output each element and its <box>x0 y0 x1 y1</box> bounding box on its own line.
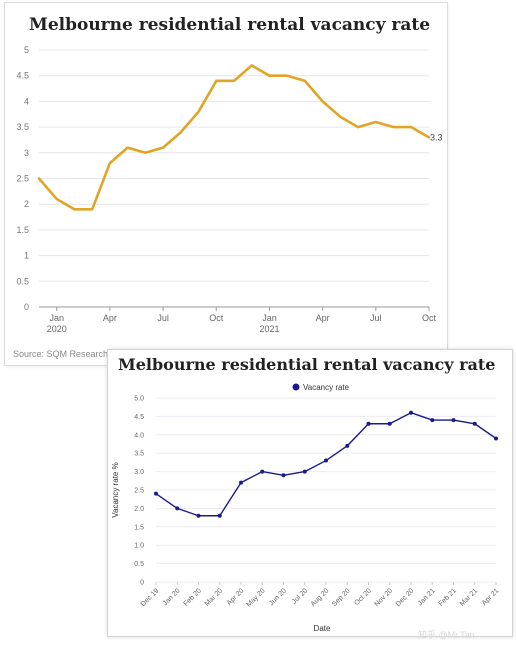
data-point <box>324 458 328 463</box>
x-tick-label: Nov 20 <box>374 587 395 608</box>
x-tick-label: Mar 20 <box>204 587 224 607</box>
x-tick-year-label: 2020 <box>47 324 67 334</box>
y-tick-label: 4.5 <box>134 414 144 421</box>
x-tick-label: Jan 21 <box>417 587 437 607</box>
data-point <box>154 491 158 496</box>
data-point <box>430 418 435 423</box>
x-tick-label: Oct 20 <box>353 587 373 607</box>
chart-card-top: Melbourne residential rental vacancy rat… <box>4 2 448 366</box>
x-tick-label: Mar 21 <box>459 587 479 607</box>
y-tick-label: 2.5 <box>16 174 29 184</box>
x-tick-label: May 20 <box>245 587 266 608</box>
x-tick-label: Jan <box>49 313 64 323</box>
source-note: Source: SQM Research <box>13 349 109 359</box>
data-point <box>345 443 350 448</box>
y-tick-label: 1.5 <box>134 524 144 531</box>
y-tick-label: 4 <box>24 96 29 106</box>
watermark: 知乎 @Mr.Tan <box>418 630 475 640</box>
data-point <box>451 418 456 423</box>
y-tick-label: 0.5 <box>134 561 144 568</box>
data-point <box>409 410 413 415</box>
data-point <box>494 436 498 441</box>
x-tick-label: Jul 20 <box>291 587 309 605</box>
x-tick-label: Sep 20 <box>331 587 352 608</box>
x-tick-label: Jul <box>370 313 382 323</box>
y-tick-label: 0 <box>140 580 144 587</box>
data-point <box>217 513 222 518</box>
y-tick-label: 1.5 <box>16 225 29 235</box>
data-point <box>366 421 371 426</box>
data-point <box>196 513 201 518</box>
y-tick-label: 0 <box>24 302 29 312</box>
x-tick-label: Dec 20 <box>395 587 416 608</box>
x-tick-label: Jan 20 <box>162 587 182 607</box>
chart-title: Melbourne residential rental vacancy rat… <box>29 15 431 35</box>
y-tick-label: 3 <box>24 148 29 158</box>
y-tick-label: 5 <box>24 45 29 55</box>
x-tick-label: Feb 20 <box>183 587 203 607</box>
x-tick-label: Jul <box>157 313 169 323</box>
data-point <box>302 469 307 474</box>
x-tick-label: Aug 20 <box>310 587 331 608</box>
x-axis-label: Date <box>314 624 331 633</box>
y-tick-label: 4.0 <box>134 432 144 439</box>
data-point <box>260 469 265 474</box>
end-value-label: 3.3 <box>430 132 443 142</box>
x-tick-label: Apr 20 <box>226 587 246 607</box>
x-tick-year-label: 2021 <box>259 324 279 334</box>
y-tick-label: 0.5 <box>16 276 29 286</box>
y-tick-label: 4.5 <box>16 71 29 81</box>
series-line-vacancy-rate <box>155 412 497 517</box>
y-tick-label: 1.0 <box>134 543 144 550</box>
y-tick-label: 2 <box>24 199 29 209</box>
x-tick-label: Apr 21 <box>481 587 501 607</box>
x-tick-label: Jan <box>262 313 277 323</box>
y-tick-label: 3.5 <box>134 451 144 458</box>
x-tick-label: Jun 20 <box>268 587 288 607</box>
x-tick-label: Oct <box>422 313 437 323</box>
data-point <box>239 480 243 485</box>
chart-title: Melbourne residential rental vacancy rat… <box>118 355 496 374</box>
y-tick-label: 3.0 <box>134 469 144 476</box>
x-tick-label: Apr <box>103 313 117 323</box>
x-tick-label: Apr <box>316 313 330 323</box>
data-point <box>175 506 180 511</box>
y-tick-label: 2.0 <box>134 506 144 513</box>
data-point <box>281 473 286 478</box>
x-tick-label: Feb 21 <box>438 587 458 607</box>
x-tick-label: Oct <box>209 313 224 323</box>
y-tick-label: 5.0 <box>134 396 144 403</box>
data-point <box>387 421 392 426</box>
data-point <box>472 421 477 426</box>
y-tick-label: 2.5 <box>134 488 144 495</box>
legend-marker <box>292 383 300 391</box>
legend-label: Vacancy rate <box>303 383 350 392</box>
y-tick-label: 1 <box>24 251 29 261</box>
chart-card-bottom: Melbourne residential rental vacancy rat… <box>107 349 513 637</box>
x-tick-label: Dec 19 <box>140 587 161 608</box>
y-tick-label: 3.5 <box>16 122 29 132</box>
y-axis-label: Vacancy rate % <box>111 462 120 517</box>
series-line-vacancy-rate <box>37 64 431 211</box>
